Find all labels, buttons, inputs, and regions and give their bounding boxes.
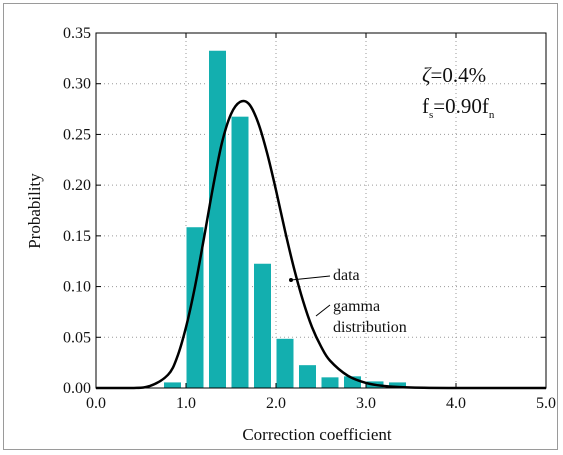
damping-annotation: ζ=0.4% [422, 63, 486, 87]
y-tick-label: 0.10 [63, 279, 91, 296]
histogram-bar [163, 381, 182, 389]
gamma-pointer-line [315, 304, 331, 317]
x-tick-label: 3.0 [356, 395, 376, 412]
damping-value: =0.4% [431, 63, 487, 87]
y-tick-label: 0.30 [63, 76, 91, 93]
grid [96, 33, 546, 388]
x-tick-label: 1.0 [176, 395, 196, 412]
histogram-bar [298, 364, 317, 389]
y-axis-label: Probability [25, 173, 44, 249]
gamma-label-line2: distribution [333, 319, 407, 336]
histogram-bar [275, 337, 295, 389]
histogram-bar [230, 115, 250, 389]
y-tick-label: 0.00 [63, 380, 91, 397]
y-tick-label: 0.25 [63, 126, 91, 143]
gamma-curve-group [95, 99, 546, 390]
ticks: 0.0 1.0 2.0 3.0 4.0 5.0 0.00 0.05 0.10 0.15 0.20 0.… [63, 25, 556, 412]
y-tick-label: 0.05 [63, 329, 91, 346]
x-tick-label: 5.0 [536, 395, 556, 412]
plot-area-border [95, 32, 547, 389]
x-tick-label: 0.0 [86, 395, 106, 412]
freq-sub-n: n [489, 109, 495, 121]
histogram-bar [208, 49, 227, 389]
data-label: data [333, 267, 360, 284]
x-tick-label: 4.0 [446, 395, 466, 412]
histogram-bar [320, 376, 340, 389]
freq-ratio: =0.90f [433, 94, 489, 118]
gamma-label-line1: gamma [333, 298, 380, 315]
frequency-annotation: fs=0.90fn [422, 94, 495, 121]
x-tick-label: 2.0 [266, 395, 286, 412]
gamma-distribution-curve [95, 99, 546, 390]
freq-f: f [422, 94, 429, 118]
x-axis-label: Correction coefficient [242, 425, 392, 444]
zeta-symbol: ζ [422, 63, 432, 87]
y-tick-label: 0.20 [63, 177, 91, 194]
histogram-bar [253, 262, 272, 389]
freq-sub-s: s [429, 109, 433, 121]
y-tick-label: 0.35 [63, 25, 91, 42]
data-pointer-dot [289, 278, 293, 282]
data-pointer-line [290, 275, 331, 281]
y-tick-label: 0.15 [63, 228, 91, 245]
